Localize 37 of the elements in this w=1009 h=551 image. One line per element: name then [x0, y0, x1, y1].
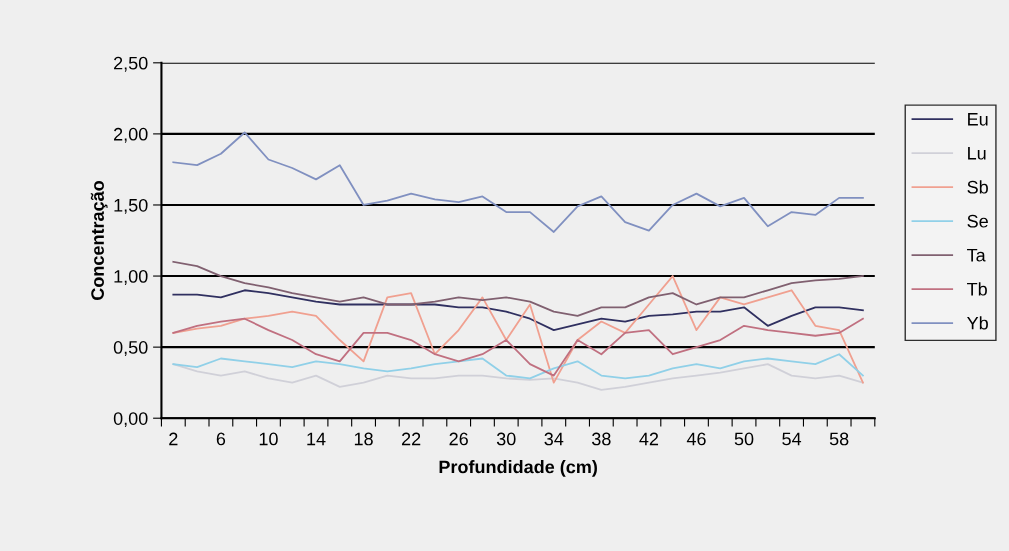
- x-axis-title: Profundidade (cm): [439, 460, 597, 477]
- x-tick-label: 22: [401, 432, 421, 446]
- x-tick-label: 46: [686, 432, 706, 446]
- x-tick-label: 58: [829, 432, 849, 446]
- line-series: [172, 353, 864, 380]
- x-tick-label: 6: [216, 432, 226, 446]
- x-tick-label: 14: [307, 432, 326, 446]
- y-tick-label: 0,00: [113, 412, 148, 428]
- legend-label: Se: [967, 214, 988, 228]
- x-tick-label: 38: [591, 432, 611, 446]
- y-tick-label: 2,00: [114, 127, 148, 143]
- y-tick-label: 1,00: [114, 269, 148, 285]
- x-tick-label: 30: [496, 432, 516, 446]
- x-tick-label: 54: [782, 432, 802, 446]
- line-series: [172, 317, 864, 377]
- legend-label: Yb: [967, 316, 988, 330]
- x-tick-label: 42: [639, 432, 659, 446]
- legend-label: Tb: [967, 282, 987, 296]
- line-series: [172, 363, 864, 391]
- y-tick-label: 2,50: [114, 56, 148, 72]
- y-tick-label: 1,50: [114, 198, 148, 214]
- legend-label: Sb: [967, 180, 988, 194]
- x-tick-label: 26: [449, 432, 468, 446]
- line-series: [172, 260, 864, 317]
- legend-label: Lu: [968, 147, 986, 160]
- line-series: [172, 289, 864, 331]
- legend-label: Ta: [967, 248, 986, 262]
- line-series: [172, 275, 864, 384]
- y-tick-label: 0,50: [113, 341, 148, 356]
- x-tick-label: 18: [354, 432, 373, 446]
- y-axis-title: Concentração: [90, 181, 108, 300]
- x-tick-label: 50: [734, 432, 754, 446]
- legend-label: Eu: [968, 113, 988, 126]
- x-tick-label: 34: [544, 432, 564, 446]
- line-series: [172, 131, 864, 233]
- x-tick-label: 10: [259, 432, 278, 446]
- x-tick-label: 2: [169, 432, 178, 446]
